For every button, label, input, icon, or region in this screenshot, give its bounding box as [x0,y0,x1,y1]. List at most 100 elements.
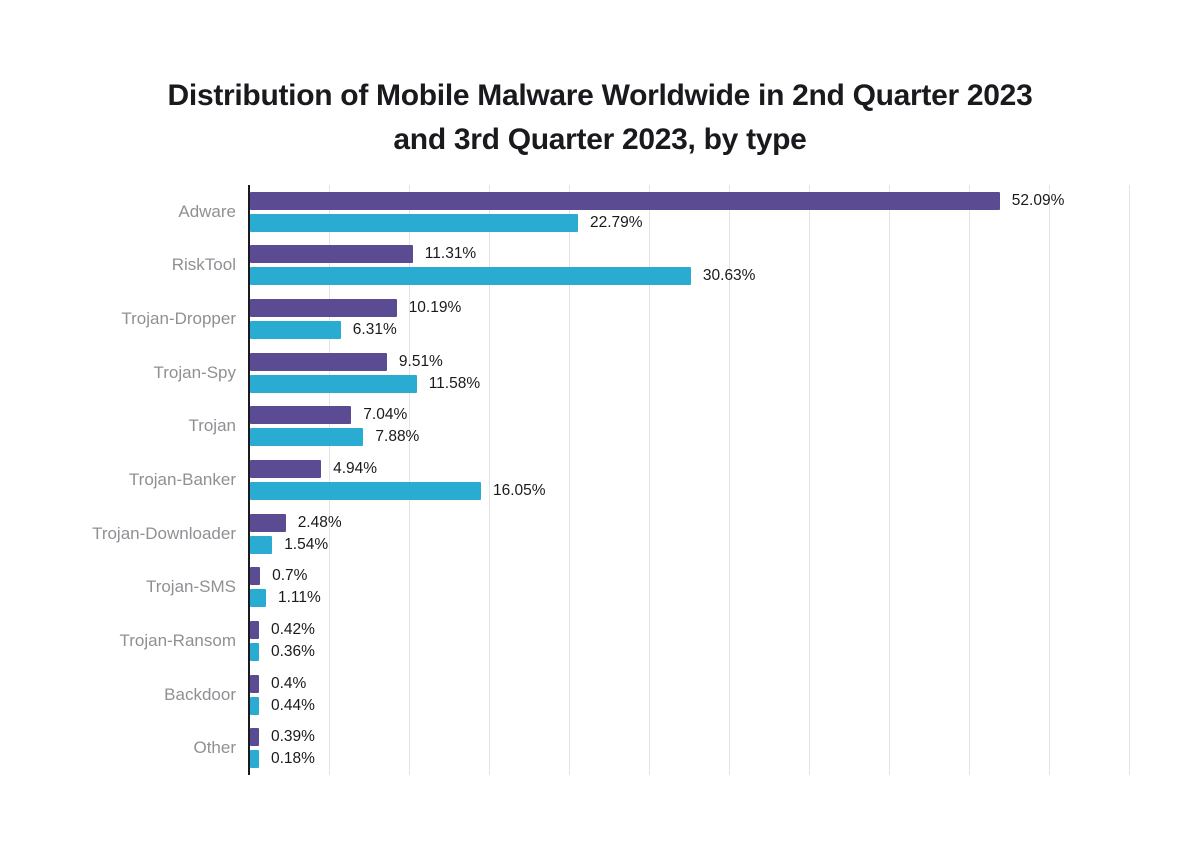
chart-row: Trojan-Dropper 10.19% 6.31% [0,292,1200,346]
bar-line: 4.94% [250,460,1200,479]
bar-q2-2023 [250,567,261,586]
value-label: 16.05% [493,482,546,500]
chart-row: Trojan-Spy 9.51% 11.58% [0,346,1200,400]
value-label: 7.88% [375,428,420,446]
bar-group: 11.31% 30.63% [248,245,1200,286]
chart-row: Trojan-SMS 0.7% 1.11% [0,560,1200,614]
bar-q2-2023 [250,245,413,264]
chart-rows: Adware 52.09% 22.79% RiskTool 11.31% 30.63% Tr… [0,185,1200,775]
bar-line: 30.63% [250,267,1200,286]
grouped-bar-chart: Adware 52.09% 22.79% RiskTool 11.31% 30.63% Tr… [0,185,1200,775]
bar-line: 10.19% [250,299,1200,318]
bar-line: 0.18% [250,750,1200,769]
bar-q2-2023 [250,299,397,318]
value-label: 0.36% [271,642,315,660]
value-label: 11.58% [428,374,481,392]
bar-group: 0.4% 0.44% [248,674,1200,715]
category-label: RiskTool [171,255,236,275]
chart-row: Trojan-Downloader 2.48% 1.54% [0,507,1200,561]
bar-q3-2023 [250,374,417,393]
chart-row: Trojan 7.04% 7.88% [0,400,1200,454]
bar-q3-2023 [250,535,273,554]
chart-row: Trojan-Ransom 0.42% 0.36% [0,614,1200,668]
value-label: 0.39% [271,728,315,746]
bar-group: 9.51% 11.58% [248,352,1200,393]
bar-line: 2.48% [250,513,1200,532]
bar-line: 0.42% [250,620,1200,639]
bar-q3-2023 [250,642,259,661]
chart-row: RiskTool 11.31% 30.63% [0,239,1200,293]
bar-group: 2.48% 1.54% [248,513,1200,554]
category-label: Trojan-Ransom [119,630,236,650]
bar-line: 0.36% [250,642,1200,661]
bar-q2-2023 [250,191,1000,210]
category-label: Trojan-Banker [128,470,236,490]
category-label: Backdoor [164,684,236,704]
bar-line: 0.44% [250,696,1200,715]
bar-line: 0.39% [250,728,1200,747]
value-label: 7.04% [363,406,408,424]
bar-group: 7.04% 7.88% [248,406,1200,447]
bar-q3-2023 [250,321,341,340]
category-label: Trojan-Dropper [121,309,236,329]
value-label: 0.7% [272,567,308,585]
bar-q3-2023 [250,267,691,286]
bar-q3-2023 [250,482,481,501]
value-label: 52.09% [1011,191,1065,209]
bar-group: 52.09% 22.79% [248,191,1200,232]
value-label: 1.54% [284,535,329,553]
bar-line: 52.09% [250,191,1200,210]
bar-q2-2023 [250,460,322,479]
chart-row: Other 0.39% 0.18% [0,721,1200,775]
bar-line: 0.4% [250,674,1200,693]
bar-q2-2023 [250,620,259,639]
bar-line: 9.51% [250,352,1200,371]
category-label: Trojan-SMS [145,577,236,597]
value-label: 4.94% [333,460,378,478]
bar-q3-2023 [250,589,266,608]
bar-group: 4.94% 16.05% [248,460,1200,501]
category-label: Other [193,738,236,758]
value-label: 0.4% [271,674,307,692]
chart-row: Adware 52.09% 22.79% [0,185,1200,239]
value-label: 0.42% [271,620,315,638]
bar-q3-2023 [250,696,259,715]
chart-row: Backdoor 0.4% 0.44% [0,668,1200,722]
chart-row: Trojan-Banker 4.94% 16.05% [0,453,1200,507]
bar-line: 1.54% [250,535,1200,554]
category-label: Trojan [188,416,236,436]
bar-q2-2023 [250,406,352,425]
value-label: 0.44% [271,696,315,714]
bar-q3-2023 [250,750,259,769]
bar-line: 11.58% [250,374,1200,393]
value-label: 9.51% [398,352,443,370]
bar-line: 16.05% [250,482,1200,501]
value-label: 6.31% [352,321,397,339]
bar-q2-2023 [250,513,286,532]
bar-line: 22.79% [250,213,1200,232]
bar-group: 0.7% 1.11% [248,567,1200,608]
bar-line: 7.04% [250,406,1200,425]
bar-line: 6.31% [250,321,1200,340]
bar-q2-2023 [250,352,387,371]
bar-q3-2023 [250,213,578,232]
bar-group: 0.39% 0.18% [248,728,1200,769]
bar-line: 11.31% [250,245,1200,264]
category-label: Adware [178,201,236,221]
value-label: 30.63% [702,267,756,285]
value-label: 0.18% [271,750,315,768]
value-label: 1.11% [278,589,321,607]
bar-line: 7.88% [250,428,1200,447]
bar-q2-2023 [250,674,259,693]
bar-q3-2023 [250,428,364,447]
value-label: 22.79% [590,213,643,231]
category-label: Trojan-Downloader [92,523,236,543]
value-label: 10.19% [408,299,462,317]
bar-line: 0.7% [250,567,1200,586]
bar-group: 0.42% 0.36% [248,620,1200,661]
category-label: Trojan-Spy [153,362,236,382]
chart-title: Distribution of Mobile Malware Worldwide… [167,79,1033,156]
bar-line: 1.11% [250,589,1200,608]
bar-group: 10.19% 6.31% [248,299,1200,340]
value-label: 2.48% [297,513,342,531]
